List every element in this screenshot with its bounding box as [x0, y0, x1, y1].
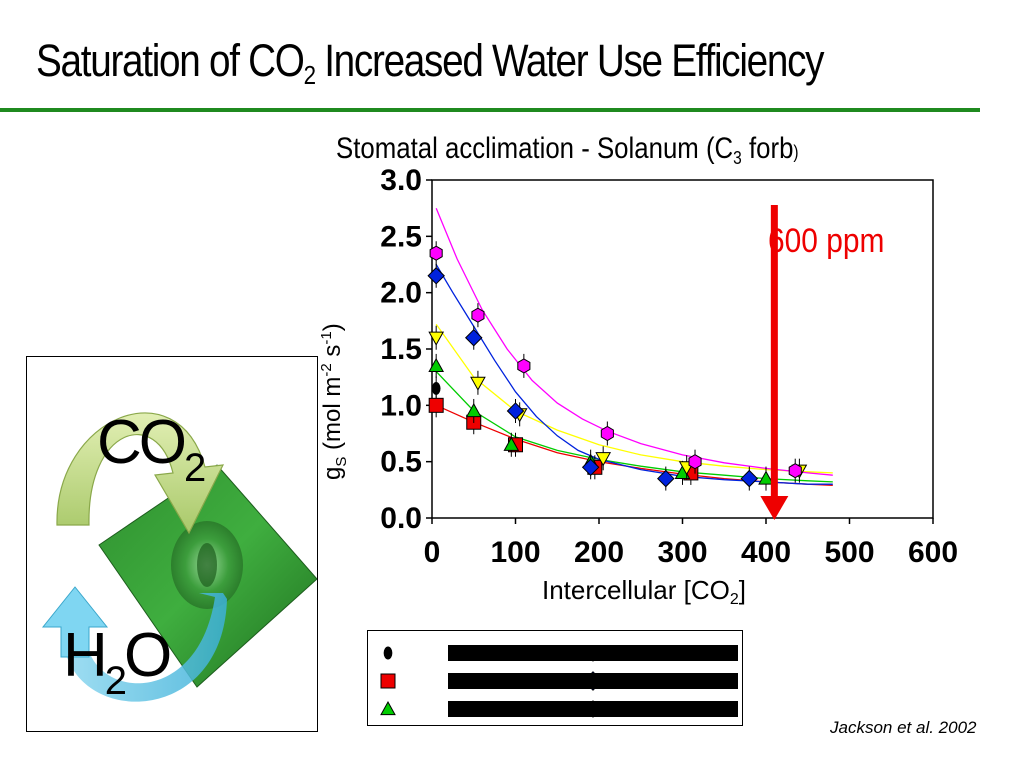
data-point-hexagon: [429, 245, 443, 261]
data-point-triangle-down: [595, 452, 612, 467]
slide-title: Saturation of CO2 Increased Water Use Ef…: [36, 35, 825, 90]
chart-title-paren: ): [793, 142, 799, 162]
y-tick-label: 2.0: [380, 277, 422, 310]
legend-graphic: [380, 645, 738, 718]
chart-title: Stomatal acclimation - Solanum (C3 forb): [336, 132, 799, 168]
data-point-hexagon: [600, 425, 614, 442]
x-tick-label: 0: [424, 536, 441, 569]
y-tick-label: 1.0: [380, 389, 422, 422]
co2-label: CO2: [97, 412, 206, 490]
co2-main: CO: [97, 408, 187, 477]
x-tick-label: 500: [824, 536, 874, 569]
data-point-triangle-up: [465, 402, 482, 418]
data-point-diamond: [740, 469, 759, 488]
slide-title-main: Saturation of CO: [36, 35, 305, 86]
x-label-subscript: 2: [729, 591, 739, 608]
stomata-illustration: CO2 H2O: [26, 356, 318, 732]
legend-label-bar: [448, 701, 738, 717]
fit-line-triangle-up: [435, 371, 833, 483]
data-point-hexagon: [517, 358, 531, 374]
y-label-units-2: s: [319, 344, 346, 364]
illustration-graphic: [41, 412, 317, 702]
legend-label-bar: [448, 645, 738, 661]
h2o-o: O: [124, 621, 172, 690]
data-point-triangle-up: [503, 436, 520, 451]
annotation-arrow-head: [760, 496, 789, 520]
y-tick-label: 2.5: [380, 220, 422, 253]
y-label-g: g: [319, 466, 346, 480]
chart-legend: [367, 630, 743, 726]
slide-title-subscript: 2: [303, 60, 316, 90]
y-tick-label: 3.0: [380, 164, 422, 197]
data-point-triangle-up: [758, 470, 774, 485]
co2-arrow: [56, 412, 225, 535]
data-point-hexagon: [688, 454, 702, 470]
data-point-triangle-down: [470, 376, 486, 391]
data-point-diamond: [581, 458, 600, 477]
legend-marker-ellipse: [383, 646, 393, 660]
y-label-close: ): [319, 323, 346, 332]
data-point-diamond: [506, 402, 525, 420]
data-point-triangle-up: [428, 357, 445, 372]
x-axis-label: Intercellular [CO2]: [542, 575, 746, 609]
chart-title-main: Stomatal acclimation - Solanum (C: [336, 132, 734, 165]
citation: Jackson et al. 2002: [830, 718, 977, 737]
data-point-diamond: [464, 328, 483, 347]
co2-subscript: 2: [184, 446, 206, 490]
fit-line-hexagon: [435, 207, 833, 476]
legend-label-bar: [448, 673, 738, 689]
data-point-triangle-down: [428, 331, 445, 346]
x-label-close: ]: [738, 575, 746, 605]
y-axis-label: gS (mol m-2 s-1): [318, 323, 350, 480]
x-tick-label: 400: [741, 536, 791, 569]
h2o-arrow: [62, 593, 227, 702]
y-tick-label: 0.0: [380, 502, 422, 535]
annotation-600ppm: 600 ppm: [768, 222, 885, 260]
x-label-main: Intercellular [CO: [542, 575, 730, 605]
legend-marker-square: [380, 673, 396, 689]
x-tick-label: 100: [490, 536, 540, 569]
data-point-hexagon: [471, 307, 485, 323]
data-point-diamond: [657, 469, 675, 488]
x-tick-label: 200: [574, 536, 624, 569]
h2o-label: H2O: [63, 625, 172, 703]
y-tick-label: 1.5: [380, 333, 422, 366]
chart-title-subscript: 3: [733, 148, 742, 168]
title-divider: [0, 108, 980, 112]
slide-title-rest: Increased Water Use Efficiency: [314, 35, 824, 86]
x-tick-label: 300: [657, 536, 707, 569]
h2o-arrowhead: [41, 586, 109, 658]
h2o-subscript: 2: [104, 659, 127, 703]
legend-marker-triangle-up: [380, 700, 396, 716]
h2o-h: H: [63, 621, 108, 690]
x-tick-label: 600: [908, 536, 958, 569]
y-label-sup-1: -2: [318, 363, 335, 377]
data-point-diamond: [427, 267, 445, 285]
y-label-sup-2: -1: [318, 331, 335, 345]
data-point-hexagon: [788, 463, 802, 479]
data-point-ellipse: [431, 381, 441, 395]
y-label-sub-s: S: [332, 456, 350, 467]
y-label-units-1: (mol m: [319, 376, 346, 457]
chart-title-rest: forb: [741, 132, 794, 165]
y-tick-label: 0.5: [380, 446, 422, 479]
data-point-square: [428, 397, 444, 413]
